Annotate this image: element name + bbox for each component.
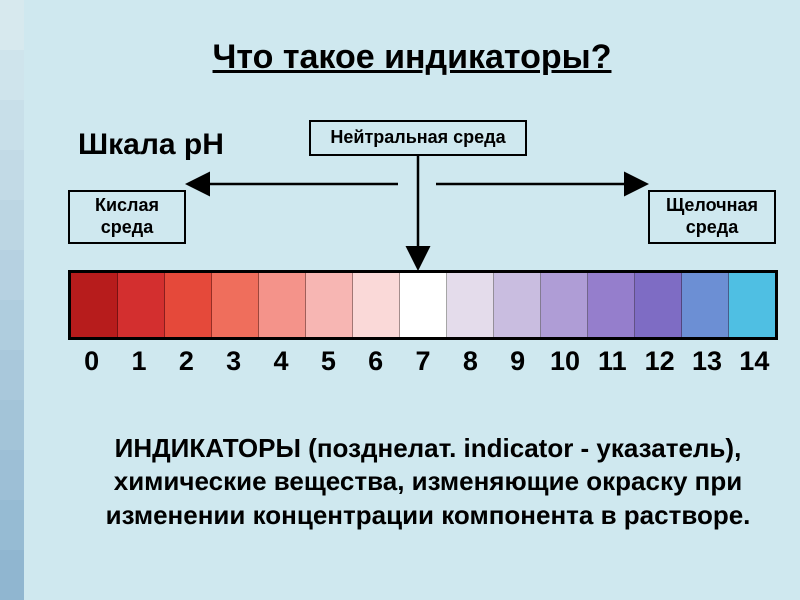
label-neutral-text: Нейтральная среда bbox=[330, 127, 505, 149]
ph-scale-cell bbox=[212, 273, 259, 337]
ph-scale-number: 0 bbox=[84, 346, 99, 377]
left-gradient-strip bbox=[0, 0, 24, 600]
ph-scale-cell bbox=[165, 273, 212, 337]
ph-scale-number: 11 bbox=[598, 346, 627, 377]
ph-scale-cell bbox=[541, 273, 588, 337]
ph-scale-number: 1 bbox=[131, 346, 146, 377]
ph-scale-number: 13 bbox=[692, 346, 722, 377]
ph-scale-cell bbox=[400, 273, 447, 337]
ph-scale-cell bbox=[494, 273, 541, 337]
ph-scale: 01234567891011121314 bbox=[68, 270, 778, 386]
ph-scale-cell bbox=[118, 273, 165, 337]
ph-scale-number: 12 bbox=[645, 346, 675, 377]
ph-scale-cell bbox=[447, 273, 494, 337]
ph-scale-number: 3 bbox=[226, 346, 241, 377]
content-area: Что такое индикаторы? Шкала рН Нейтральн… bbox=[24, 0, 800, 600]
ph-scale-cell bbox=[353, 273, 400, 337]
slide-title: Что такое индикаторы? bbox=[213, 38, 612, 77]
ph-scale-cell bbox=[259, 273, 306, 337]
ph-scale-cell bbox=[588, 273, 635, 337]
label-acid: Кислая среда bbox=[68, 190, 186, 244]
ph-scale-cell bbox=[71, 273, 118, 337]
definition-text: ИНДИКАТОРЫ (позднелат. indicator - указа… bbox=[104, 432, 752, 532]
label-acid-text: Кислая среда bbox=[70, 195, 184, 238]
ph-scale-numbers: 01234567891011121314 bbox=[68, 346, 778, 386]
ph-scale-number: 5 bbox=[321, 346, 336, 377]
label-alkaline-text: Щелочная среда bbox=[650, 195, 774, 238]
scale-subtitle: Шкала рН bbox=[78, 128, 224, 162]
ph-scale-number: 2 bbox=[179, 346, 194, 377]
ph-scale-number: 8 bbox=[463, 346, 478, 377]
ph-scale-number: 6 bbox=[368, 346, 383, 377]
label-alkaline: Щелочная среда bbox=[648, 190, 776, 244]
ph-scale-cell bbox=[306, 273, 353, 337]
label-neutral: Нейтральная среда bbox=[309, 120, 527, 156]
ph-scale-number: 14 bbox=[739, 346, 769, 377]
ph-scale-cell bbox=[729, 273, 775, 337]
ph-scale-number: 9 bbox=[510, 346, 525, 377]
ph-scale-cell bbox=[635, 273, 682, 337]
ph-scale-number: 10 bbox=[550, 346, 580, 377]
ph-scale-cells bbox=[68, 270, 778, 340]
ph-scale-number: 7 bbox=[415, 346, 430, 377]
ph-scale-number: 4 bbox=[273, 346, 288, 377]
ph-scale-cell bbox=[682, 273, 729, 337]
